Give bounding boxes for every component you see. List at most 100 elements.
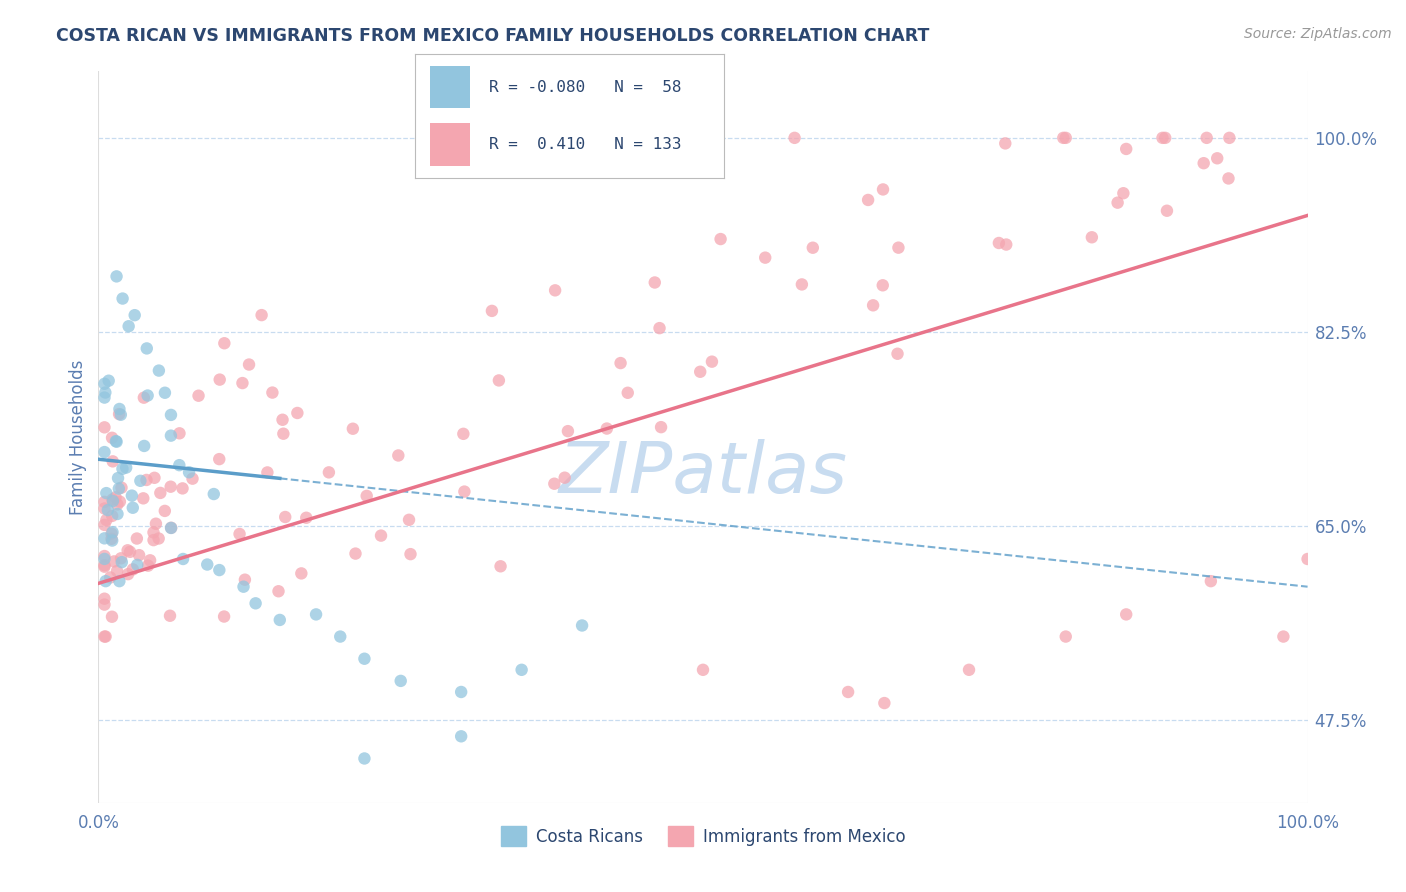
Point <box>108 482 131 496</box>
Point <box>121 489 143 503</box>
Point <box>488 373 510 387</box>
Point <box>117 543 139 558</box>
Point <box>353 651 375 665</box>
Point <box>93 552 115 566</box>
Point <box>837 685 859 699</box>
Point <box>111 462 134 476</box>
Point <box>93 517 115 532</box>
Point <box>318 466 340 480</box>
Point <box>93 591 115 606</box>
Point <box>93 445 115 459</box>
Point <box>1152 131 1174 145</box>
Point <box>305 607 328 622</box>
Point <box>115 460 138 475</box>
Point <box>160 428 183 442</box>
Point <box>399 547 422 561</box>
Point <box>245 596 267 610</box>
Point <box>212 609 235 624</box>
Point <box>1081 230 1104 244</box>
Point <box>353 751 375 765</box>
Text: Source: ZipAtlas.com: Source: ZipAtlas.com <box>1244 27 1392 41</box>
Point <box>117 567 139 582</box>
Point <box>93 549 115 563</box>
Point <box>710 232 733 246</box>
Point <box>650 420 672 434</box>
Text: R =  0.410   N = 133: R = 0.410 N = 133 <box>489 137 682 153</box>
Point <box>139 553 162 567</box>
Point <box>127 558 149 572</box>
Point <box>172 552 194 566</box>
Point <box>101 492 124 507</box>
Point <box>121 500 143 515</box>
Point <box>160 521 183 535</box>
Point <box>356 489 378 503</box>
Point <box>250 308 273 322</box>
Point <box>208 563 231 577</box>
Point <box>94 385 117 400</box>
Point <box>489 559 512 574</box>
Point <box>93 376 115 391</box>
Point <box>104 491 127 505</box>
Point <box>105 269 128 284</box>
Point <box>118 319 141 334</box>
Point <box>1112 186 1135 201</box>
Point <box>103 554 125 568</box>
Point <box>267 584 290 599</box>
Point <box>295 510 318 524</box>
Point <box>125 532 148 546</box>
Point <box>1156 203 1178 218</box>
Y-axis label: Family Households: Family Households <box>69 359 87 515</box>
Point <box>172 482 194 496</box>
Point <box>96 513 118 527</box>
Point <box>187 389 209 403</box>
Point <box>96 486 118 500</box>
Point <box>101 533 124 548</box>
Point <box>181 472 204 486</box>
Point <box>149 486 172 500</box>
Point <box>1296 552 1319 566</box>
Legend: Costa Ricans, Immigrants from Mexico: Costa Ricans, Immigrants from Mexico <box>494 820 912 853</box>
Point <box>97 503 120 517</box>
Point <box>110 408 132 422</box>
Point <box>135 342 157 356</box>
Point <box>389 673 412 688</box>
Point <box>177 465 200 479</box>
Point <box>290 566 312 581</box>
Point <box>510 663 533 677</box>
Point <box>481 304 503 318</box>
Point <box>105 434 128 449</box>
Point <box>108 574 131 589</box>
Point <box>274 510 297 524</box>
Point <box>153 504 176 518</box>
Point <box>872 278 894 293</box>
Point <box>1054 131 1077 145</box>
Point <box>1052 131 1074 145</box>
Point <box>101 508 124 523</box>
Point <box>134 439 156 453</box>
Point <box>136 388 159 402</box>
Point <box>571 618 593 632</box>
Point <box>801 241 824 255</box>
Point <box>387 449 409 463</box>
Point <box>342 422 364 436</box>
Point <box>101 454 124 468</box>
Point <box>105 497 128 511</box>
Point <box>1054 630 1077 644</box>
Point <box>142 533 165 548</box>
Point <box>202 487 225 501</box>
Point <box>862 298 884 312</box>
Point <box>1272 630 1295 644</box>
FancyBboxPatch shape <box>430 123 471 166</box>
Point <box>98 570 121 584</box>
Point <box>856 193 879 207</box>
Point <box>110 551 132 566</box>
Point <box>132 491 155 506</box>
FancyBboxPatch shape <box>430 66 471 109</box>
Point <box>111 292 134 306</box>
Point <box>886 347 908 361</box>
Point <box>689 365 711 379</box>
Point <box>1192 156 1215 170</box>
Point <box>93 598 115 612</box>
Point <box>557 424 579 438</box>
Point <box>101 525 124 540</box>
